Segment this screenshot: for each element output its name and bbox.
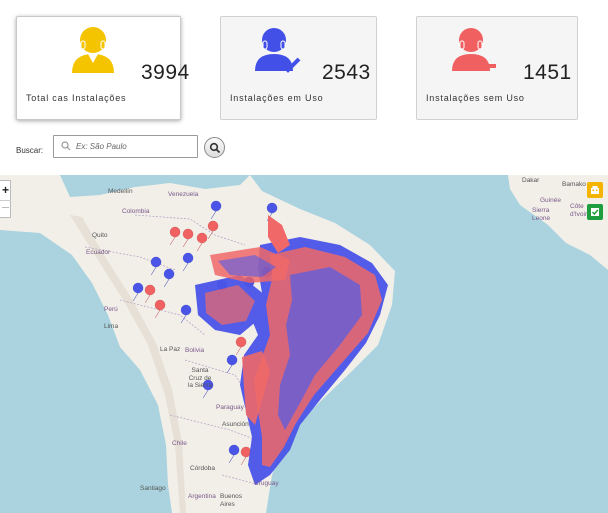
search-icon xyxy=(209,142,221,154)
zoom-separator xyxy=(0,200,11,201)
map-label-chile: Chile xyxy=(172,440,187,447)
map-label-santacruz: Santa Cruz de la Sierra xyxy=(187,367,213,389)
in-use-card[interactable]: 2543 Instalações em Uso xyxy=(220,16,377,120)
legend-check-button[interactable] xyxy=(587,204,603,220)
map-label-asuncion: Asunción xyxy=(222,421,249,428)
map-label-quito: Quito xyxy=(92,232,108,239)
zoom-out-button[interactable] xyxy=(2,207,9,208)
check-icon xyxy=(591,208,599,216)
map-label-sierraleone: Sierra Leone xyxy=(532,207,551,222)
search-label: Buscar: xyxy=(16,146,44,155)
search-field-icon xyxy=(61,141,71,151)
map-label-dakar: Dakar xyxy=(522,177,540,184)
unused-card[interactable]: 1451 Instalações sem Uso xyxy=(416,16,578,120)
map-label-guinee: Guinée xyxy=(540,197,561,204)
map-label-ecuador: Ecuador xyxy=(86,249,111,256)
map-label-cotedivoire: Côte d'Ivoire xyxy=(570,203,591,218)
map-label-cordoba: Córdoba xyxy=(190,465,215,472)
zoom-control: + xyxy=(0,180,11,218)
map-label-lapaz: La Paz xyxy=(160,346,181,353)
map-label-santiago: Santiago xyxy=(140,485,166,492)
in-use-label: Instalações em Uso xyxy=(230,93,324,103)
legend-in-use-button[interactable] xyxy=(587,182,603,198)
total-label: Total cas Instalações xyxy=(26,93,127,103)
map-label-colombia: Colombia xyxy=(122,208,150,215)
user-check-icon xyxy=(255,28,301,73)
map-label-lima: Lima xyxy=(104,323,119,330)
map-base xyxy=(0,175,608,513)
unused-count: 1451 xyxy=(523,61,572,84)
search-input[interactable] xyxy=(76,139,194,154)
user-minus-icon xyxy=(452,28,496,71)
total-installations-card[interactable]: 3994 Total cas Instalações xyxy=(16,16,189,120)
map-label-venezuela: Venezuela xyxy=(168,191,199,198)
map-label-uruguay: Uruguay xyxy=(254,480,279,487)
map-label-peru: Perú xyxy=(104,306,118,313)
installations-map[interactable]: Medellín Venezuela Colombia Quito Ecuado… xyxy=(0,175,608,513)
zoom-in-button[interactable]: + xyxy=(1,183,9,197)
in-use-count: 2543 xyxy=(322,61,371,84)
user-icon xyxy=(72,27,114,73)
search-box[interactable] xyxy=(53,135,198,158)
map-label-medellin: Medellín xyxy=(108,188,133,195)
map-label-bolivia: Bolivia xyxy=(185,347,205,354)
building-icon xyxy=(591,186,599,194)
unused-label: Instalações sem Uso xyxy=(426,93,525,103)
total-count: 3994 xyxy=(141,61,190,84)
map-label-paraguay: Paraguay xyxy=(216,404,244,411)
map-label-buenosaires: Buenos Aires xyxy=(220,493,243,508)
map-label-bamako: Bamako xyxy=(562,181,586,188)
search-button[interactable] xyxy=(204,137,225,158)
map-label-argentina: Argentina xyxy=(188,493,216,500)
